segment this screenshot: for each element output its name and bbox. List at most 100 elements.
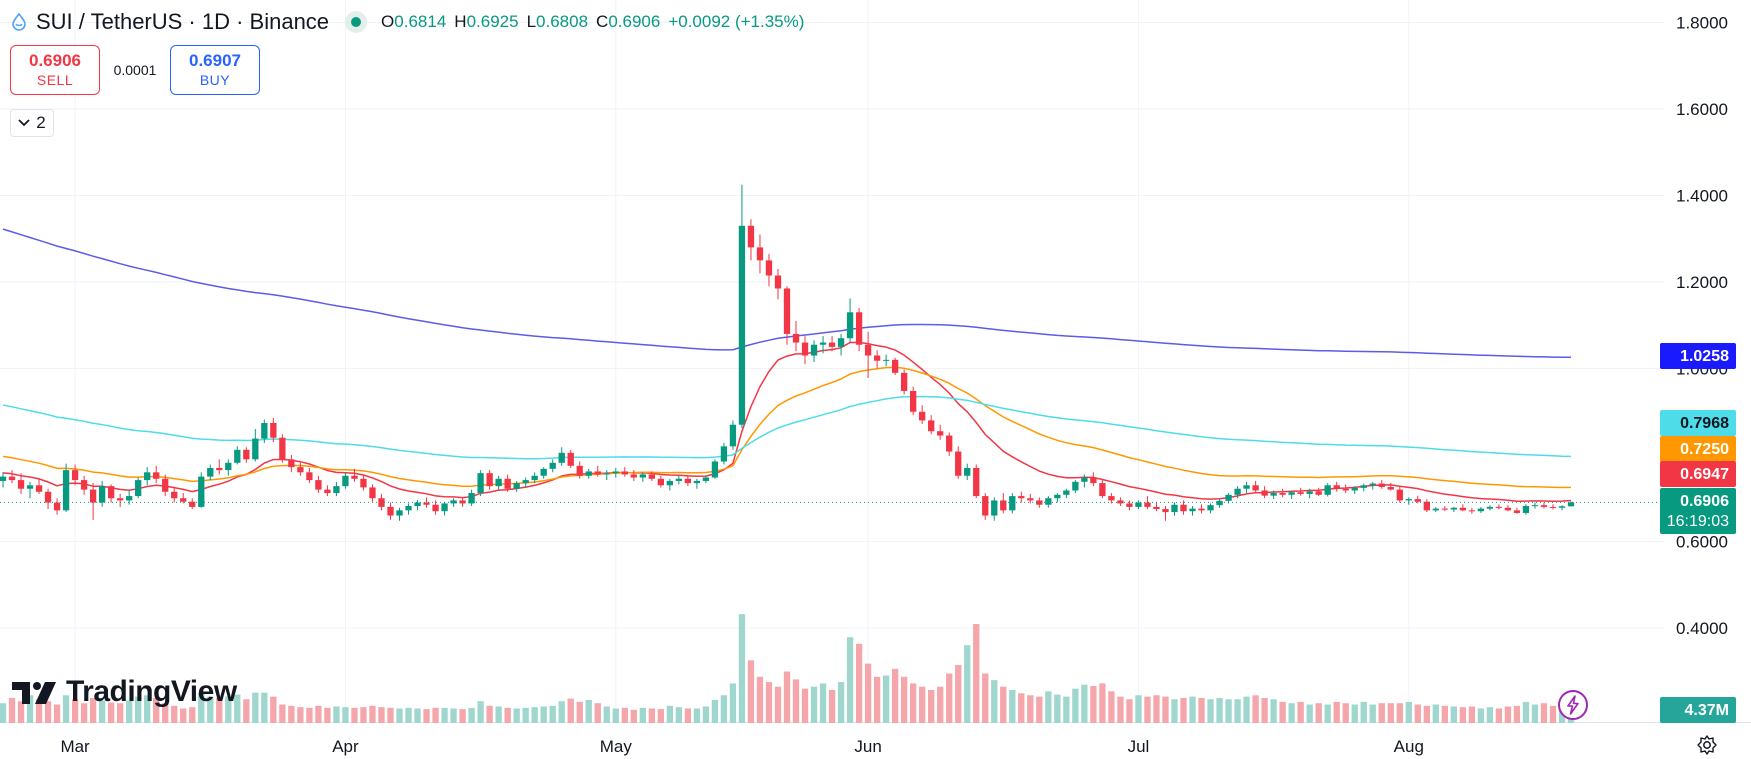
- volume-bar: [937, 686, 944, 723]
- candle-body: [44, 491, 52, 503]
- volume-bar: [288, 705, 295, 723]
- candle-body: [243, 449, 250, 460]
- settings-gear-icon[interactable]: [1696, 734, 1718, 756]
- candle-body: [1279, 493, 1286, 495]
- candle-body: [477, 473, 484, 494]
- volume-bar: [540, 706, 547, 723]
- volume-bar: [765, 682, 773, 723]
- volume-bar: [396, 708, 403, 723]
- time-axis[interactable]: Mar Apr May Jun Jul Aug: [60, 737, 1423, 756]
- symbol-title[interactable]: SUI / TetherUS · 1D · Binance: [36, 9, 330, 34]
- candle-body: [891, 359, 899, 373]
- candle-body: [964, 467, 971, 476]
- volume-bar: [846, 637, 854, 723]
- candle-body: [1450, 507, 1458, 510]
- candle-body: [171, 491, 178, 499]
- buy-button[interactable]: 0.6907 BUY: [170, 45, 260, 95]
- candle-body: [1396, 489, 1403, 501]
- candle-body: [549, 462, 556, 469]
- indicators-toggle-button[interactable]: 2: [10, 109, 54, 137]
- candle-body: [324, 489, 331, 494]
- candle-body: [1153, 506, 1160, 510]
- volume-bar: [711, 699, 719, 723]
- volume-bar: [98, 700, 106, 723]
- candle-body: [306, 472, 313, 481]
- candle-body: [928, 420, 935, 432]
- ma-200-badge: 1.0258: [1660, 343, 1736, 369]
- volume-bar: [423, 709, 430, 723]
- volume-bar: [1225, 699, 1232, 723]
- candle-body: [666, 480, 674, 486]
- candle-body: [1468, 510, 1476, 512]
- candle-body: [1225, 494, 1232, 501]
- low-label: L: [526, 12, 537, 31]
- candle-body: [116, 498, 124, 501]
- candle-body: [756, 247, 764, 261]
- volume-bar: [35, 699, 43, 723]
- volume-bar: [198, 693, 205, 723]
- price-axis[interactable]: 1.80001.60001.40001.20001.00000.60000.40…: [1676, 14, 1728, 639]
- candle-body: [801, 342, 809, 356]
- volume-bar: [468, 707, 475, 723]
- candle-body: [1090, 477, 1097, 484]
- volume-bar: [180, 708, 187, 723]
- volume-bar: [116, 703, 124, 723]
- volume-bar: [1459, 707, 1467, 723]
- candle-body: [270, 422, 277, 438]
- volume-bar: [648, 708, 655, 723]
- candles: [0, 184, 1575, 521]
- candle-body: [1351, 487, 1358, 491]
- candle-body: [702, 477, 710, 481]
- volume-bar: [1513, 705, 1521, 723]
- logo-text: TradingView: [66, 675, 237, 708]
- candle-body: [225, 462, 232, 471]
- candle-body: [207, 467, 214, 477]
- candle-body: [1027, 498, 1034, 501]
- price-tick-label: 0.4000: [1676, 619, 1728, 638]
- volume-bar: [107, 702, 115, 723]
- volume-bar: [1108, 691, 1115, 723]
- candle-body: [540, 468, 547, 476]
- candle-body: [1054, 494, 1061, 499]
- volume-bar: [1414, 704, 1421, 723]
- volume-bar: [774, 686, 782, 723]
- candle-body: [26, 485, 34, 489]
- volume-bar: [8, 697, 16, 723]
- volume-bar: [1171, 699, 1178, 723]
- volume-bar: [80, 703, 88, 723]
- volume-bar: [792, 679, 800, 723]
- candle-body: [1045, 498, 1052, 505]
- candle-body: [837, 338, 845, 347]
- candle-body: [405, 506, 412, 511]
- candle-body: [603, 473, 610, 475]
- volume-bar: [1036, 696, 1043, 723]
- candle-body: [89, 489, 97, 503]
- volume-bar: [279, 704, 286, 723]
- candle-body: [864, 344, 872, 356]
- volume-bar: [1360, 701, 1367, 723]
- volume-bar: [576, 701, 583, 723]
- candle-body: [1189, 508, 1196, 512]
- volume-bar: [666, 705, 674, 723]
- time-tick-label: Apr: [332, 737, 359, 756]
- volume-bar: [297, 707, 304, 723]
- price-tick-label: 1.8000: [1676, 14, 1728, 33]
- volume-bar: [1243, 696, 1250, 723]
- volume-bar: [693, 708, 701, 723]
- candle-body: [1567, 502, 1575, 507]
- volume-bar: [71, 699, 79, 723]
- volume-bar: [1549, 705, 1557, 723]
- candle-body: [991, 500, 998, 516]
- sell-button[interactable]: 0.6906 SELL: [10, 45, 100, 95]
- alerts-lightning-button[interactable]: [1558, 690, 1588, 720]
- market-status-icon[interactable]: [345, 11, 368, 33]
- volume-bar: [1054, 694, 1061, 723]
- volume-bar: [891, 668, 899, 723]
- candle-body: [1405, 499, 1412, 501]
- candle-body: [585, 471, 592, 476]
- volume-bar: [1018, 693, 1025, 723]
- close-label: C: [596, 12, 609, 31]
- tradingview-logo[interactable]: TradingView: [12, 675, 237, 709]
- candle-body: [0, 476, 7, 481]
